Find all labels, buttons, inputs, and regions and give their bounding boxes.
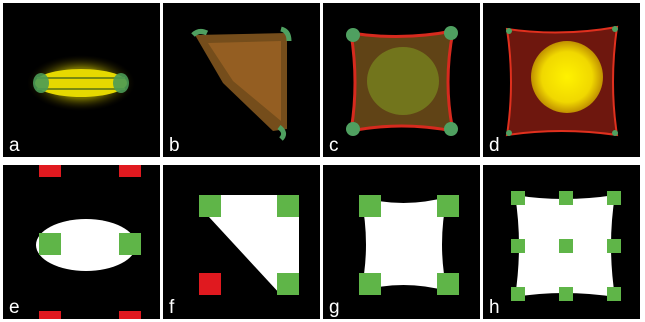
green-adhesion-square — [277, 195, 299, 217]
red-adhesion-square — [39, 311, 61, 319]
green-adhesion-square — [277, 273, 299, 295]
panel-f-schematic-triangle: f — [163, 165, 320, 319]
green-adhesion-square — [39, 233, 61, 255]
red-adhesion-square — [119, 311, 141, 319]
green-adhesion-square — [359, 273, 381, 295]
green-adhesion-square — [199, 195, 221, 217]
panel-g-schematic-square: g — [323, 165, 480, 319]
red-adhesion-square — [199, 273, 221, 295]
green-adhesion-square — [359, 195, 381, 217]
square-nucleus-micrograph — [505, 25, 619, 137]
green-adhesion-square — [511, 287, 525, 301]
square-cell-micrograph — [346, 26, 458, 136]
panel-label: d — [489, 135, 500, 156]
panel-label: e — [9, 297, 20, 318]
ellipse-schematic — [36, 165, 141, 319]
panel-d-fluorescence-square-nucleus: d — [483, 3, 640, 157]
panel-label: c — [329, 135, 339, 156]
triangle-cell-micrograph — [191, 26, 292, 141]
ellipse-cell-micrograph — [27, 55, 135, 111]
panel-label: f — [169, 297, 175, 318]
green-adhesion-square — [559, 239, 573, 253]
green-adhesion-square — [607, 191, 621, 205]
panel-b-fluorescence-triangle: b — [163, 3, 320, 157]
figure-grid: a b c — [3, 3, 642, 319]
panel-label: g — [329, 297, 340, 318]
red-adhesion-square — [119, 165, 141, 177]
green-adhesion-square — [437, 195, 459, 217]
square-schematic — [359, 195, 459, 295]
cell-shape — [36, 219, 136, 271]
green-adhesion-square — [607, 239, 621, 253]
green-adhesion-square — [559, 191, 573, 205]
cell-shape — [199, 195, 299, 295]
green-adhesion-square — [559, 287, 573, 301]
panel-h-schematic-grid: h — [483, 165, 640, 319]
triangle-schematic — [199, 195, 299, 295]
green-adhesion-square — [511, 191, 525, 205]
panel-e-schematic-ellipse: e — [3, 165, 160, 319]
green-adhesion-square — [119, 233, 141, 255]
grid-schematic — [511, 191, 621, 301]
panel-a-fluorescence-ellipse: a — [3, 3, 160, 157]
cell-shape — [361, 197, 447, 291]
panel-c-fluorescence-square: c — [323, 3, 480, 157]
panel-label: b — [169, 135, 180, 156]
panel-label: h — [489, 297, 500, 318]
green-adhesion-square — [511, 239, 525, 253]
green-adhesion-square — [437, 273, 459, 295]
panel-label: a — [9, 135, 20, 156]
red-adhesion-square — [39, 165, 61, 177]
green-adhesion-square — [607, 287, 621, 301]
